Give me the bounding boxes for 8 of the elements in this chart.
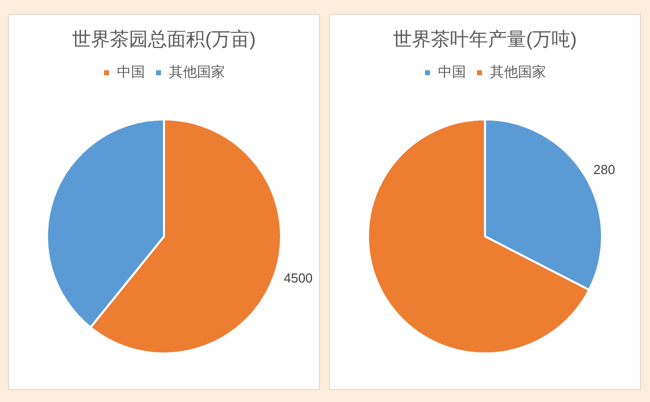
legend-label: 中国 [438, 64, 466, 80]
chart-title: 世界茶园总面积(万亩) [72, 28, 256, 51]
data-label: 4500 [284, 270, 313, 286]
legend-label: 其他国家 [490, 64, 546, 80]
data-label: 280 [593, 162, 616, 177]
legend-label: 中国 [117, 64, 145, 80]
chart-title: 世界茶叶年产量(万吨) [393, 30, 577, 51]
legend-label: 其他国家 [169, 64, 225, 80]
